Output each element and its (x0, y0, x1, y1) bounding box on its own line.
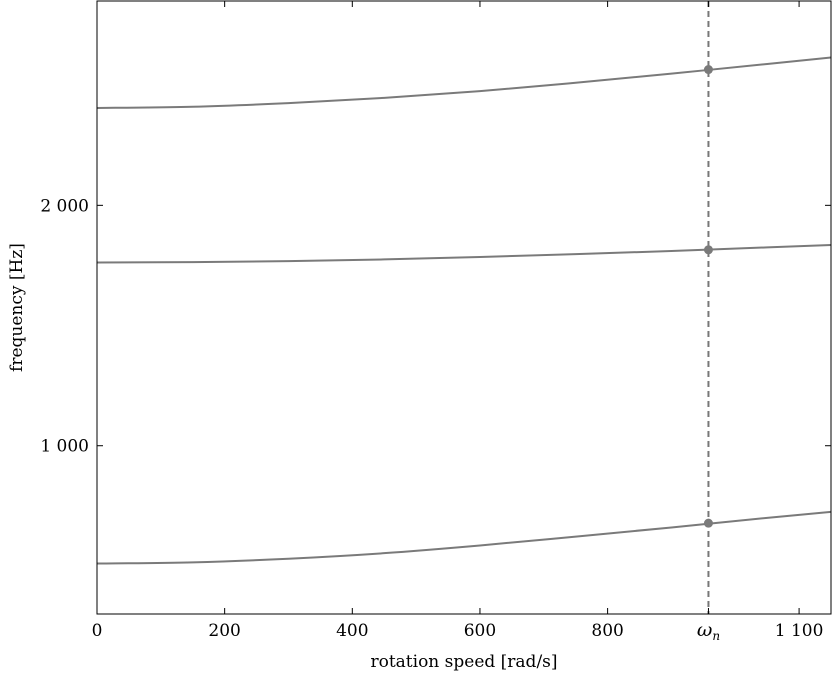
x-axis-label: rotation speed [rad/s] (370, 652, 557, 672)
x-tick-label: 0 (92, 621, 103, 641)
x-tick-label: 1 100 (775, 621, 824, 641)
plot-frame (96, 0, 832, 615)
x-tick-label-omega-n: ωn (697, 619, 720, 643)
marker-layer (703, 65, 713, 528)
x-tick-label: 600 (464, 621, 496, 641)
series-line-2 (97, 243, 831, 264)
intersection-marker-2 (703, 245, 713, 255)
y-axis-ticks: 1 000 2 000 (40, 196, 831, 457)
intersection-marker-1 (703, 518, 713, 528)
intersection-marker-3 (703, 65, 713, 75)
x-axis-ticks: 0 200 400 600 800 1 100 ωn (92, 1, 824, 643)
x-tick-label: 800 (591, 621, 623, 641)
series-line-3 (97, 56, 831, 109)
x-tick-label: 200 (208, 621, 240, 641)
series-layer (97, 56, 831, 565)
x-tick-label: 400 (336, 621, 368, 641)
y-tick-label: 2 000 (40, 196, 89, 216)
y-axis-label: frequency [Hz] (7, 243, 27, 372)
series-line-1 (97, 510, 831, 565)
y-tick-label: 1 000 (40, 437, 89, 457)
